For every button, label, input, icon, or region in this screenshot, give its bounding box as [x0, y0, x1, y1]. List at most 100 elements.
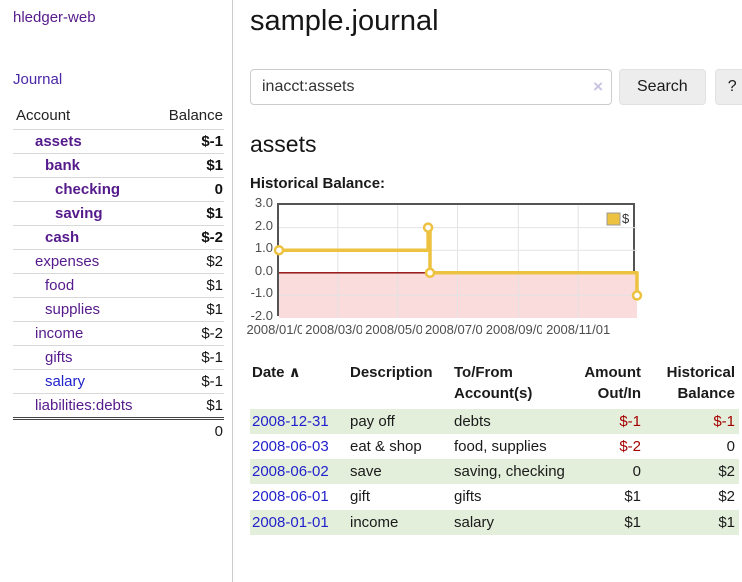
transaction-date-link[interactable]: 2008-01-01 — [250, 510, 348, 535]
accounts-table: Account Balance assets $-1 bank $1 checking 0… — [13, 103, 224, 443]
account-name-cell: income — [13, 321, 155, 346]
transaction-accounts: gifts — [454, 488, 482, 506]
clear-search-icon[interactable]: × — [593, 77, 603, 96]
help-button[interactable]: ? — [714, 69, 742, 105]
transaction-accounts: salary — [454, 513, 495, 531]
date-link[interactable]: 2008-01-01 — [252, 513, 329, 531]
transaction-description: gift — [350, 488, 371, 506]
balance-column-header: Balance — [168, 107, 223, 124]
chart-svg: $ — [273, 205, 643, 318]
account-link[interactable]: food — [45, 277, 75, 294]
transaction-row[interactable]: 2008-06-03 eat & shop food, supplies $-2 0 — [250, 434, 739, 459]
x-axis-tick-label: 2008/07/01 — [421, 322, 494, 337]
account-balance: $1 — [154, 273, 224, 298]
x-axis-tick-label: 2008/05/01 — [361, 322, 434, 337]
account-link[interactable]: cash — [45, 229, 80, 246]
date-link[interactable]: 2008-06-03 — [252, 437, 329, 455]
total-spacer — [13, 417, 155, 443]
account-balance: $1 — [154, 393, 224, 419]
transaction-balance: 0 — [726, 437, 735, 455]
account-link[interactable]: expenses — [35, 253, 100, 270]
app-title-link[interactable]: hledger-web — [13, 9, 96, 26]
x-axis-tick-label: 2008/03/01 — [301, 322, 374, 337]
account-balance: $1 — [154, 201, 224, 226]
account-row: checking 0 — [13, 177, 224, 202]
account-name-cell: food — [13, 273, 155, 298]
account-name-cell: assets — [13, 129, 155, 154]
account-balance: $-1 — [154, 369, 224, 394]
account-column-header: Account — [16, 107, 71, 124]
date-link[interactable]: 2008-12-31 — [252, 412, 329, 430]
chart-plot-area: $ — [273, 203, 643, 318]
account-row: expenses $2 — [13, 249, 224, 274]
account-name-cell: cash — [13, 225, 155, 250]
account-balance: $-1 — [154, 345, 224, 370]
sidebar-item-journal[interactable]: Journal — [13, 71, 63, 88]
date-link[interactable]: 2008-06-01 — [252, 488, 329, 506]
transaction-row[interactable]: 2008-01-01 income salary $1 $1 — [250, 509, 739, 536]
transaction-row[interactable]: 2008-06-01 gift gifts $1 $2 — [250, 484, 739, 509]
y-axis-tick-label: -1.0 — [250, 285, 273, 301]
y-axis-tick-label: 1.0 — [254, 240, 273, 256]
account-row: saving $1 — [13, 201, 224, 226]
register-table-body: 2008-12-31 pay off debts $-1 $-1 2008-06-03 ea… — [250, 408, 739, 536]
account-row: salary $-1 — [13, 369, 224, 394]
transaction-date-link[interactable]: 2008-06-01 — [250, 484, 348, 509]
accounts-table-header: Account Balance — [13, 103, 224, 130]
register-column-header: Description — [350, 364, 433, 381]
historical-balance-chart: $ 3.0 2.0 1.0 0.0 -1.0 -2.0 2008/01/01 2008/03/… — [243, 196, 742, 343]
account-link[interactable]: supplies — [45, 301, 101, 318]
transaction-date-link[interactable]: 2008-06-02 — [250, 459, 348, 484]
date-link[interactable]: 2008-06-02 — [252, 463, 329, 481]
search-button[interactable]: Search — [619, 69, 706, 105]
account-row: liabilities:debts $1 — [13, 393, 224, 419]
transaction-description: save — [350, 463, 382, 481]
y-axis-tick-label: 0.0 — [254, 262, 273, 278]
accounts-total-value: 0 — [154, 417, 224, 443]
account-balance: $-2 — [154, 225, 224, 250]
transaction-date-link[interactable]: 2008-12-31 — [250, 409, 348, 434]
register-column-header: Historical Balance — [666, 364, 735, 403]
transaction-description: eat & shop — [350, 437, 422, 455]
account-row: bank $1 — [13, 153, 224, 178]
account-link[interactable]: assets — [35, 133, 82, 150]
account-link[interactable]: saving — [55, 205, 103, 222]
transaction-date-link[interactable]: 2008-06-03 — [250, 434, 348, 459]
transaction-row[interactable]: 2008-06-02 save saving, checking 0 $2 — [250, 459, 739, 485]
account-row: gifts $-1 — [13, 345, 224, 370]
account-balance: $2 — [154, 249, 224, 274]
sidebar: hledger-web Journal Account Balance asse… — [0, 0, 233, 582]
register-header-row: Date ∧ Description To/From Account(s) Amoun… — [250, 360, 739, 409]
transaction-row[interactable]: 2008-12-31 pay off debts $-1 $-1 — [250, 408, 739, 434]
data-point-marker — [273, 244, 285, 256]
y-axis-tick-label: -2.0 — [250, 308, 273, 323]
account-name-cell: checking — [13, 177, 155, 202]
y-axis-tick-label: 2.0 — [254, 217, 273, 233]
account-name-cell: supplies — [13, 297, 155, 322]
accounts-table-body: assets $-1 bank $1 checking 0 saving $1 cash $-2 e… — [13, 129, 224, 419]
account-link[interactable]: bank — [45, 157, 81, 174]
account-name-cell: saving — [13, 201, 155, 226]
chart-title: Historical Balance: — [250, 175, 386, 192]
page-title: sample.journal — [250, 5, 439, 37]
main-content: sample.journal × Search ? assets Histori… — [233, 0, 742, 582]
account-link[interactable]: checking — [55, 181, 121, 198]
data-point-marker — [424, 267, 436, 279]
search-input[interactable] — [250, 69, 612, 105]
account-heading: assets — [250, 131, 317, 157]
transaction-balance: $2 — [718, 463, 735, 481]
legend-label: $ — [622, 211, 630, 226]
account-link[interactable]: liabilities:debts — [35, 397, 133, 414]
account-link[interactable]: salary — [45, 373, 86, 390]
account-link[interactable]: income — [35, 325, 84, 342]
data-point-marker — [631, 290, 643, 301]
register-column-header[interactable]: Date ∧ — [252, 364, 301, 381]
account-row: food $1 — [13, 273, 224, 298]
register-column-header: Amount Out/In — [584, 364, 641, 403]
account-name-cell: salary — [13, 369, 155, 394]
transaction-amount: $1 — [624, 513, 641, 531]
account-name-cell: expenses — [13, 249, 155, 274]
account-link[interactable]: gifts — [45, 349, 73, 366]
search-form: × Search ? — [250, 69, 742, 105]
transaction-accounts: saving, checking — [454, 463, 565, 481]
